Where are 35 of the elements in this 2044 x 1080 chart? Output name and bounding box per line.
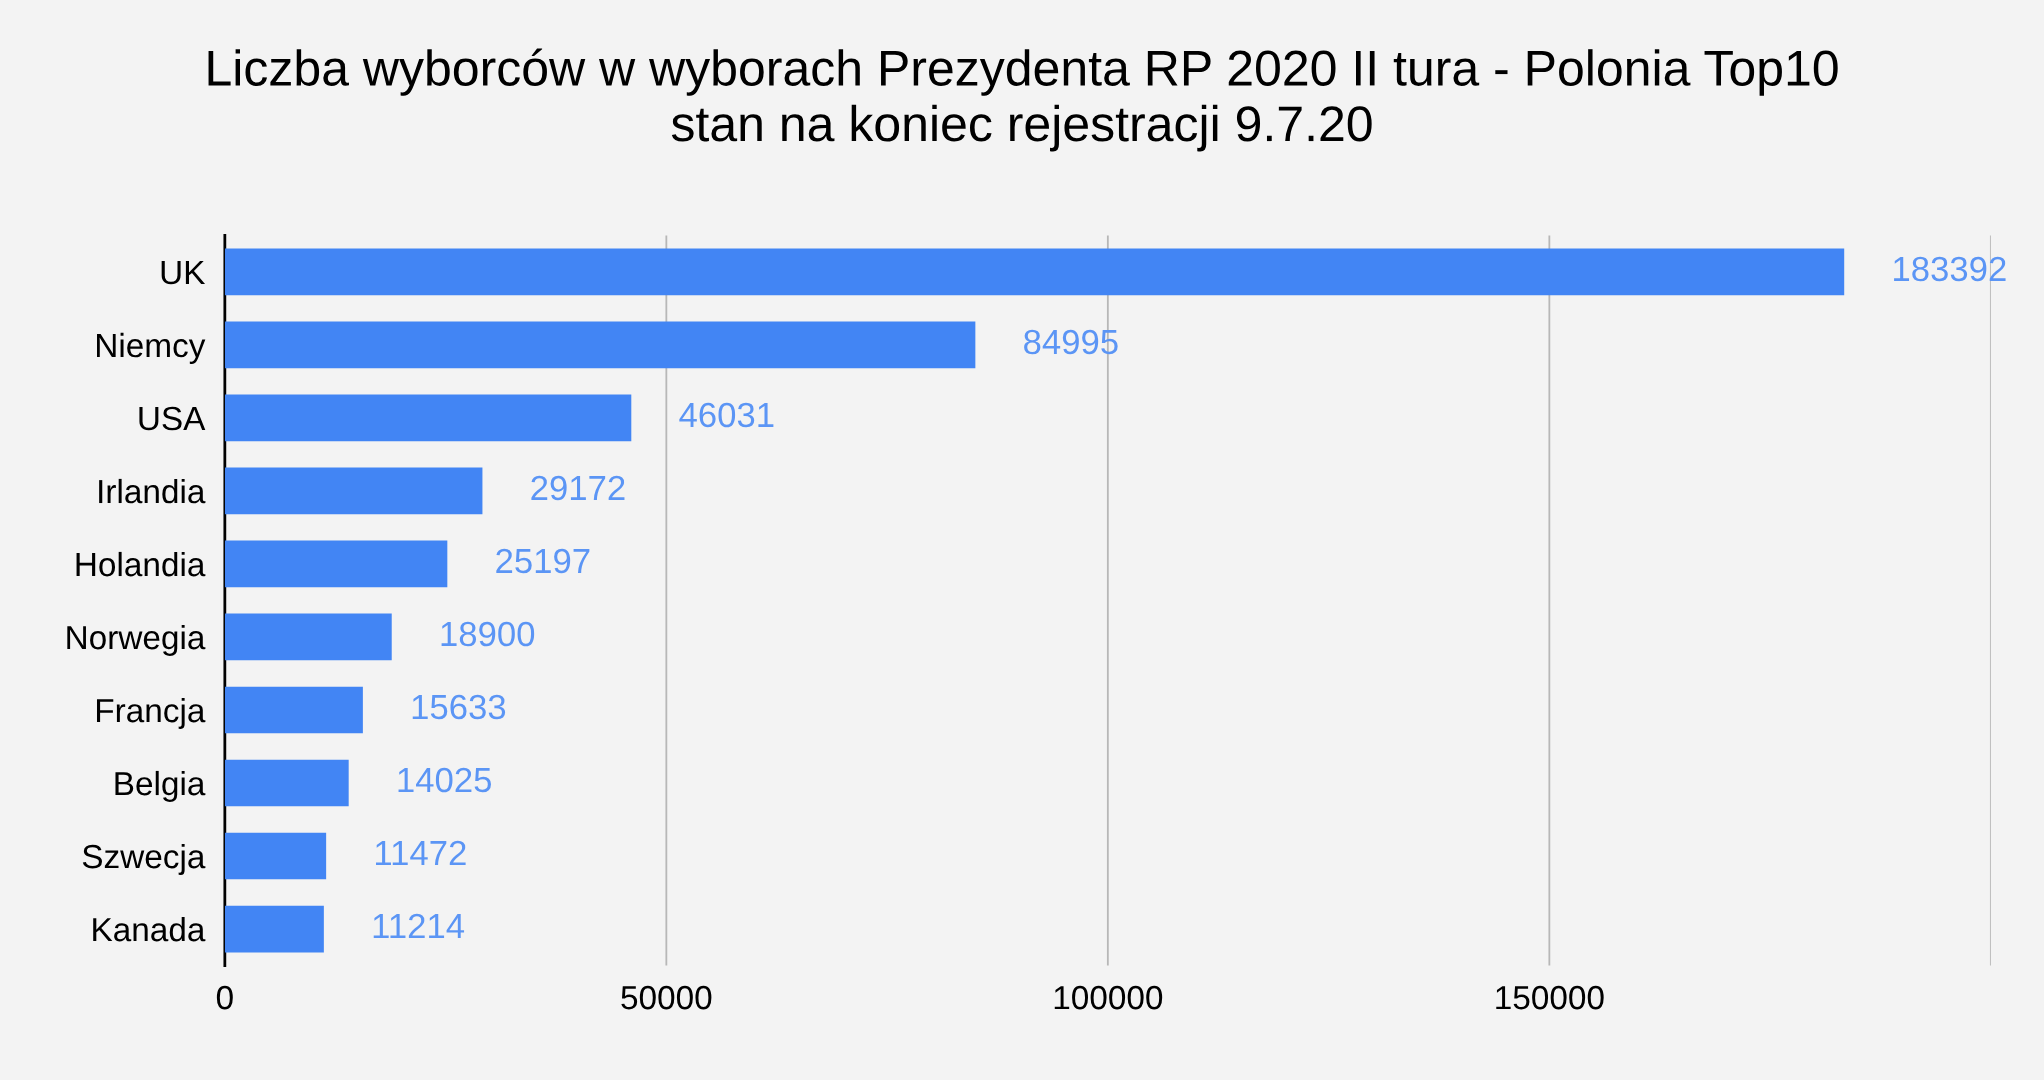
x-tick-label: 50000 [621,985,712,1010]
y-tick-label: Holandia [76,551,206,577]
data-label: 14025 [398,767,491,793]
data-label: 11214 [373,913,465,938]
bar [224,248,1845,296]
bar [224,759,349,807]
data-label: 183392 [1894,256,2006,282]
data-label: 18900 [441,621,535,647]
y-tick-label: Belgia [115,770,206,802]
y-tick-label: USA [139,406,206,431]
chart-title: Liczba wyborców w wyborach Prezydenta RP 2020 II tura - Polonia Top10 stan na koniec rejestracji 9.7.20 [208,48,1838,152]
bar [224,905,324,953]
data-label: 11472 [376,840,466,865]
y-tick-label: Irlandia [99,478,206,504]
data-label: 46031 [679,402,774,428]
x-tick-label: 0 [216,985,233,1010]
y-tick-label: Norwegia [67,624,206,656]
x-tick-label: 100000 [1054,985,1163,1010]
bar [224,540,448,588]
y-tick-label: Kanada [93,916,206,942]
data-label: 29172 [531,475,625,501]
y-tick-label: Niemcy [97,332,206,364]
y-tick-label: Francja [96,697,206,729]
data-label: 15633 [412,694,506,720]
data-label: 25197 [496,548,590,574]
bar [224,321,976,369]
y-tick-label: UK [161,261,206,285]
bar [224,394,632,442]
bar [224,832,327,880]
y-tick-label: Szwecja [82,843,206,875]
data-label: 84995 [1024,329,1118,355]
x-tick-label: 150000 [1496,985,1604,1010]
bar [224,686,363,734]
bar [224,613,392,661]
bar [224,467,483,515]
